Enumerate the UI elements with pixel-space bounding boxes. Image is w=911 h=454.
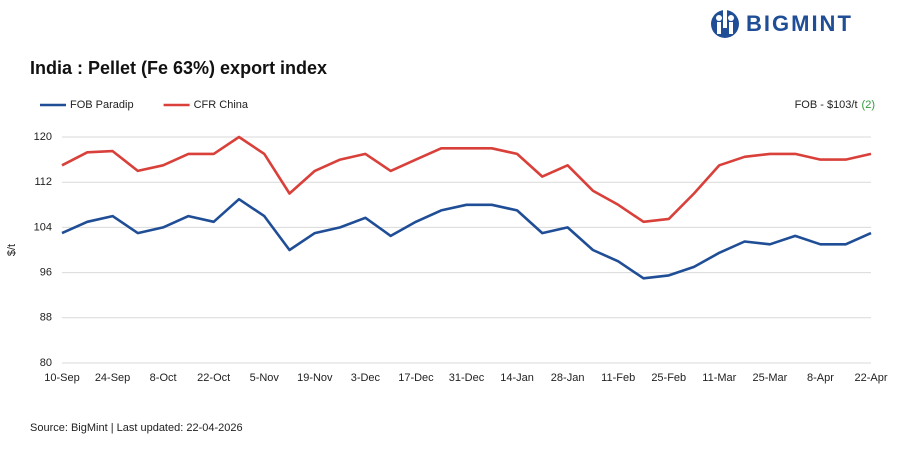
y-tick-label: 112 bbox=[34, 176, 52, 188]
y-tick-label: 80 bbox=[40, 357, 52, 369]
x-tick-label: 31-Dec bbox=[449, 372, 485, 384]
x-tick-label: 8-Apr bbox=[807, 372, 834, 384]
x-tick-label: 25-Mar bbox=[752, 372, 787, 384]
brand-logo bbox=[711, 10, 739, 38]
note-text: FOB - $103/t bbox=[795, 99, 858, 111]
y-tick-label: 88 bbox=[40, 312, 52, 324]
brand-name: BIGMINT bbox=[746, 11, 853, 36]
x-tick-label: 10-Sep bbox=[44, 372, 79, 384]
x-tick-label: 22-Oct bbox=[197, 372, 230, 384]
x-tick-label: 3-Dec bbox=[351, 372, 381, 384]
x-tick-label: 14-Jan bbox=[500, 372, 534, 384]
chart-title: India : Pellet (Fe 63%) export index bbox=[30, 58, 327, 78]
y-tick-label: 96 bbox=[40, 267, 52, 279]
x-tick-label: 5-Nov bbox=[250, 372, 280, 384]
note: FOB - $103/t (2) bbox=[795, 99, 875, 111]
series-line bbox=[61, 135, 872, 224]
x-tick-label: 11-Mar bbox=[702, 372, 736, 384]
x-tick-label: 11-Feb bbox=[601, 372, 635, 384]
y-tick-label: 104 bbox=[34, 221, 52, 233]
x-tick-label: 17-Dec bbox=[398, 372, 434, 384]
y-tick-label: 120 bbox=[34, 131, 52, 143]
y-axis-label: $/t bbox=[6, 244, 18, 256]
x-tick-label: 24-Sep bbox=[95, 372, 130, 384]
x-tick-label: 19-Nov bbox=[297, 372, 333, 384]
legend-label: FOB Paradip bbox=[70, 99, 134, 111]
x-tick-label: 8-Oct bbox=[150, 372, 177, 384]
source: Source: BigMint | Last updated: 22-04-20… bbox=[30, 422, 243, 434]
x-tick-label: 28-Jan bbox=[551, 372, 585, 384]
x-tick-label: 25-Feb bbox=[651, 372, 686, 384]
legend-label: CFR China bbox=[194, 99, 249, 111]
x-tick-label: 22-Apr bbox=[854, 372, 887, 384]
note-change: (2) bbox=[862, 99, 875, 111]
series-line bbox=[61, 197, 872, 280]
